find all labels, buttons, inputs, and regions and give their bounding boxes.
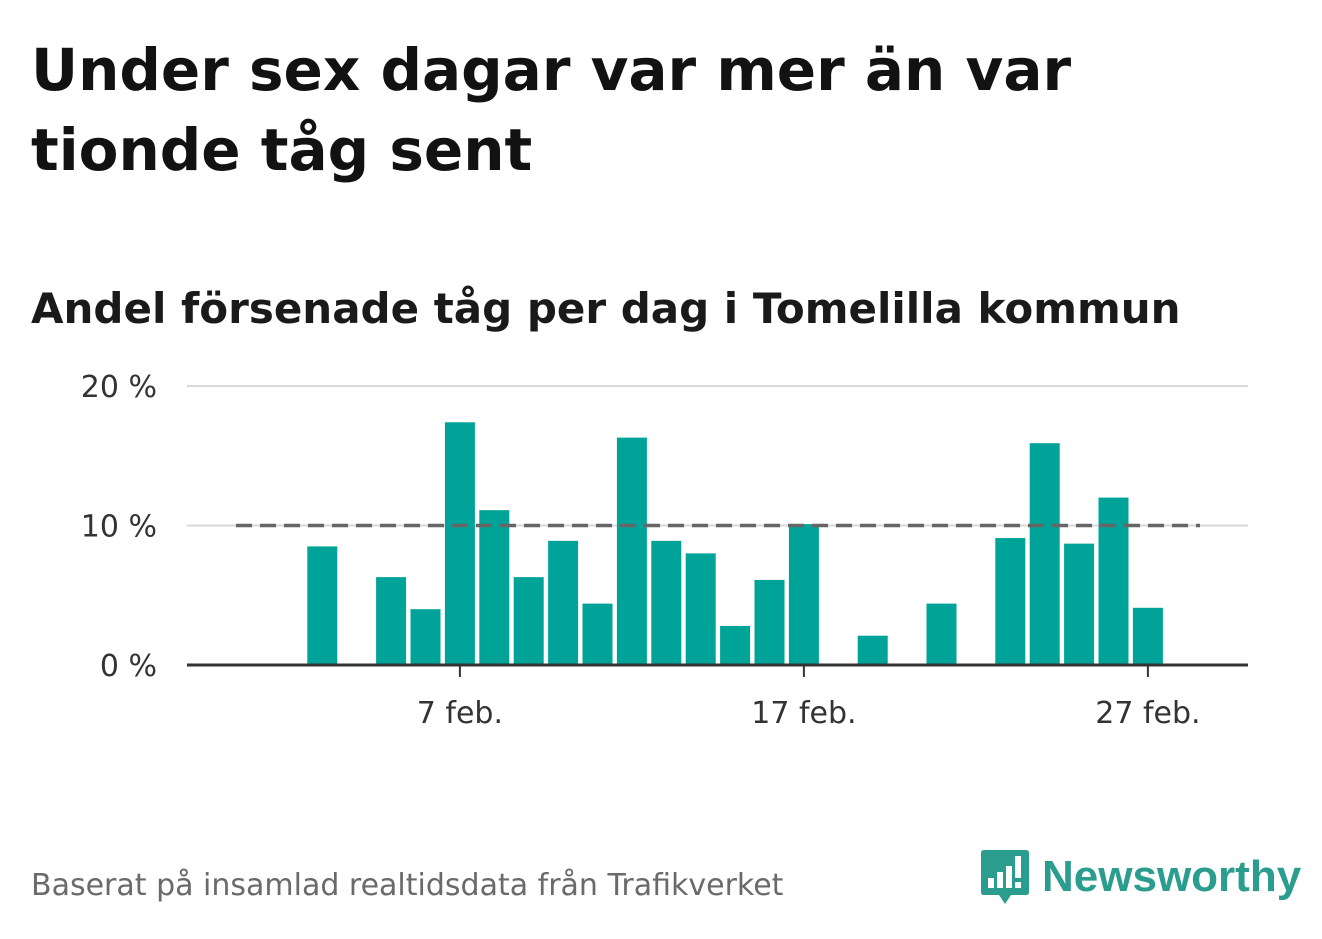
bar [548,540,579,665]
y-tick-labels: 0 % 10 % 20 % [81,370,157,684]
bar [616,437,647,665]
bar [995,538,1026,665]
bar [857,635,888,665]
y-tick-label: 0 % [100,649,157,684]
bar [754,579,785,665]
bar [307,546,338,665]
y-tick-label: 10 % [81,510,157,545]
x-axis [187,663,1248,677]
bar [1132,607,1163,665]
bar [444,422,475,665]
bar [1029,443,1060,665]
bar [685,553,716,665]
bars [307,422,1163,665]
bar [1098,497,1129,665]
bar [513,577,544,665]
bar-chart: 0 % 10 % 20 % 7 feb. 17 feb. 27 feb. [81,370,1248,731]
x-tick-label: 17 feb. [751,696,856,731]
chart-subtitle: Andel försenade tåg per dag i Tomelilla … [31,284,1181,333]
grid-lines [187,385,1248,527]
bar [651,540,682,665]
x-tick-label: 27 feb. [1095,696,1200,731]
bar [479,510,510,665]
x-tick-label: 7 feb. [417,696,503,731]
source-note: Baserat på insamlad realtidsdata från Tr… [31,868,784,903]
y-tick-label: 20 % [81,370,157,405]
bar [1064,543,1095,665]
chart-title: Under sex dagar var mer än var tionde tå… [31,36,1072,184]
bar [720,625,751,665]
bar [410,609,441,665]
logo-text: Newsworthy [1042,852,1302,901]
bar [582,603,613,665]
newsworthy-logo-icon [981,850,1029,904]
x-tick-labels: 7 feb. 17 feb. 27 feb. [417,696,1201,731]
bar [926,603,957,665]
bar [788,524,819,665]
newsworthy-logo: Newsworthy [980,848,1301,906]
bar [376,577,407,665]
